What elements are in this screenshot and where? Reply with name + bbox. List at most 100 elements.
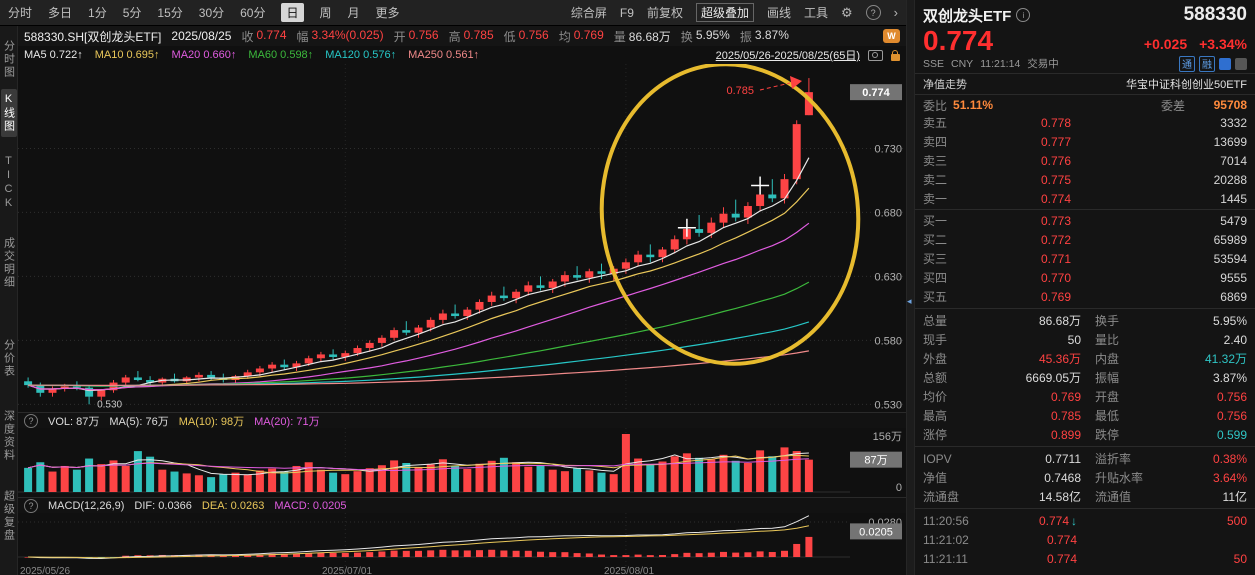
stat-label: 现手 — [923, 333, 948, 347]
level-price: 0.771 — [1040, 251, 1071, 266]
trade-ticks: 11:20:56 0.774 ↓ 500 11:21:02 0.774 11:21:11 0.… — [915, 511, 1255, 568]
period-tab-分时[interactable]: 分时 — [8, 6, 33, 20]
orderbook-bid-row[interactable]: 买三 0.771 53594 — [915, 249, 1255, 268]
vol-ma10-value: 98万 — [220, 415, 245, 428]
stat-value: 41.32万 — [1204, 352, 1247, 366]
nav-trend-link[interactable]: 净值走势 — [923, 79, 967, 91]
orderbook-bid-row[interactable]: 买四 0.770 9555 — [915, 268, 1255, 287]
orderbook-bid-row[interactable]: 买二 0.772 65989 — [915, 230, 1255, 249]
period-tab-周[interactable]: 周 — [319, 6, 332, 20]
stat-row: 现手 50 量比 2.40 — [915, 330, 1255, 349]
vol-ma5-label: MA(5): — [109, 415, 143, 428]
level-volume: 1445 — [1220, 191, 1247, 206]
period-tab-更多[interactable]: 更多 — [375, 6, 400, 20]
tool-综合屏[interactable]: 综合屏 — [570, 6, 607, 20]
tick-price-value: 0.774 — [1046, 551, 1077, 566]
period-tab-30分[interactable]: 30分 — [198, 6, 225, 20]
level-label: 卖三 — [923, 154, 948, 168]
ma-legend-MA5: MA5 0.722↑ — [24, 49, 83, 61]
fund-full-name: 华宝中证科创创业50ETF — [1125, 79, 1247, 91]
field-value: 0.756 — [408, 27, 439, 42]
stat-label: 总量 — [923, 314, 948, 328]
wencai-icon[interactable]: W — [883, 29, 900, 43]
tool-前复权[interactable]: 前复权 — [646, 6, 683, 20]
svg-text:0.785: 0.785 — [726, 85, 754, 97]
stat-value: 5.95% — [1212, 313, 1247, 328]
info-icon[interactable]: i — [1016, 8, 1031, 22]
badge-融[interactable]: 融 — [1199, 55, 1215, 72]
help-icon[interactable]: ? — [865, 5, 881, 20]
field-value: 86.68万 — [628, 29, 671, 44]
field-label: 收 — [241, 29, 254, 44]
sidebar-tab-K线图[interactable]: K线图 — [0, 89, 17, 137]
orderbook-ask-row[interactable]: 卖一 0.774 1445 — [915, 189, 1255, 208]
orderbook-ask-row[interactable]: 卖五 0.778 3332 — [915, 113, 1255, 132]
stat-value: 0.756 — [1216, 389, 1247, 404]
tool-F9[interactable]: F9 — [619, 5, 634, 20]
date-range-label[interactable]: 2025/05/26-2025/08/25(65日) — [715, 50, 860, 62]
camera-icon[interactable] — [868, 49, 883, 61]
macd-title: MACD(12,26,9) — [48, 499, 125, 512]
tool-画线[interactable]: 画线 — [766, 6, 791, 20]
field-value: 0.756 — [518, 27, 549, 42]
vol-ma20: MA(20): 71万 — [254, 413, 319, 429]
tool-工具[interactable]: 工具 — [803, 6, 828, 20]
stat-value: 3.64% — [1212, 470, 1247, 485]
currency-label: CNY — [951, 57, 974, 70]
kline-chart[interactable]: 0.730 0.680 0.630 0.580 0.530 0.785 0.530 0.774 — [18, 64, 906, 412]
sidebar-tab-分价表[interactable]: 分价表 — [2, 339, 15, 378]
panel-splitter[interactable]: ◂ — [906, 0, 915, 575]
weibi-label: 委比 — [923, 98, 948, 113]
panel-title-row: 双创龙头ETF i 588330 — [923, 3, 1247, 27]
macd-val-value: 0.0205 — [312, 499, 347, 512]
vol-title: VOL: — [48, 415, 74, 428]
quote-time: 11:21:14 — [980, 57, 1021, 70]
help-icon[interactable]: ? — [24, 413, 38, 428]
orderbook-ask-row[interactable]: 卖四 0.777 13699 — [915, 132, 1255, 151]
gear-icon[interactable]: ⚙ — [841, 4, 853, 20]
orderbook-bid-row[interactable]: 买一 0.773 5479 — [915, 211, 1255, 230]
orderbook-bid-row[interactable]: 买五 0.769 6869 — [915, 287, 1255, 306]
toolbar-overflow-icon[interactable]: › — [893, 5, 898, 20]
stat-label: 流通盘 — [923, 490, 960, 504]
stat-label: 换手 — [1095, 314, 1120, 328]
macd-dif-value: 0.0366 — [158, 499, 192, 512]
svg-text:0.774: 0.774 — [862, 87, 890, 99]
badge-通[interactable]: 通 — [1179, 55, 1195, 72]
period-tab-60分[interactable]: 60分 — [240, 6, 266, 20]
svg-text:0: 0 — [896, 482, 902, 494]
sidebar-tab-超级复盘[interactable]: 超级复盘 — [2, 490, 15, 542]
period-tabs: 分时 多日 1分 5分 15分 30分 60分 日 周 月 更多 — [8, 3, 400, 22]
alert-icon[interactable] — [1219, 57, 1231, 70]
sidebar-tab-TICK[interactable]: TICK — [2, 155, 15, 211]
level-price: 0.775 — [1040, 172, 1071, 187]
period-tab-多日[interactable]: 多日 — [48, 6, 73, 20]
sidebar-tab-深度资料[interactable]: 深度资料 — [2, 410, 15, 462]
level-price: 0.769 — [1040, 289, 1071, 304]
stat-label: 流通值 — [1095, 490, 1132, 504]
help-icon[interactable]: ? — [24, 498, 38, 513]
stat-value: 0.769 — [1050, 389, 1081, 404]
exchange-label: SSE — [923, 57, 945, 70]
sidebar-tab-分时图[interactable]: 分时图 — [2, 40, 15, 79]
sidebar-tab-成交明细[interactable]: 成交明细 — [2, 237, 15, 289]
collapse-arrow-icon[interactable]: ◂ — [907, 296, 912, 306]
period-tab-月[interactable]: 月 — [347, 6, 360, 20]
macd-val: MACD: 0.0205 — [274, 500, 346, 512]
volume-chart[interactable]: 156万 0 87万 — [18, 428, 906, 497]
level-label: 买二 — [923, 233, 948, 247]
orderbook-ask-row[interactable]: 卖二 0.775 20288 — [915, 170, 1255, 189]
lock-icon[interactable] — [891, 49, 900, 61]
stat-label: 升贴水率 — [1095, 471, 1144, 485]
stat-value: 50 — [1067, 332, 1081, 347]
orderbook-ask-row[interactable]: 卖三 0.776 7014 — [915, 151, 1255, 170]
period-tab-5分[interactable]: 5分 — [122, 6, 142, 20]
period-tab-1分[interactable]: 1分 — [88, 6, 107, 20]
period-tab-日[interactable]: 日 — [281, 3, 304, 22]
stat-row: 均价 0.769 开盘 0.756 — [915, 387, 1255, 406]
weibi-row: 委比 51.11% 委差 95708 — [923, 97, 1247, 113]
lock-mini-icon[interactable] — [1235, 57, 1247, 70]
period-tab-15分[interactable]: 15分 — [157, 6, 183, 20]
tool-超级叠加[interactable]: 超级叠加 — [695, 3, 754, 22]
